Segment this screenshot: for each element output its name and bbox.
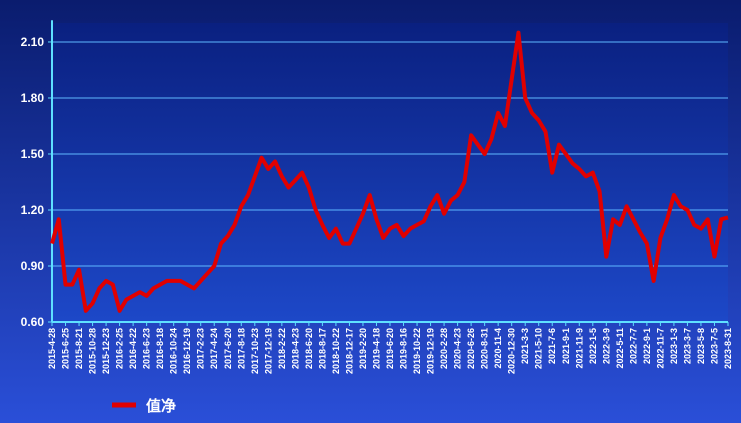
- x-tick-label: 2019-10-22: [412, 328, 422, 374]
- x-tick-label: 2017-12-19: [263, 328, 273, 374]
- y-tick-label: 1.80: [21, 91, 45, 105]
- x-tick-label: 2023-3-7: [682, 328, 692, 364]
- x-tick-label: 2016-8-18: [155, 328, 165, 369]
- x-tick-label: 2023-5-8: [696, 328, 706, 364]
- x-tick-label: 2020-4-23: [453, 328, 463, 369]
- x-tick-label: 2017-6-20: [223, 328, 233, 369]
- x-tick-label: 2019-6-20: [385, 328, 395, 369]
- x-tick-label: 2018-2-22: [277, 328, 287, 369]
- x-tick-label: 2015-10-28: [88, 328, 98, 374]
- y-tick-label: 0.60: [21, 315, 45, 329]
- x-tick-label: 2018-12-17: [344, 328, 354, 374]
- x-tick-label: 2022-9-1: [642, 328, 652, 364]
- x-tick-label: 2023-8-31: [723, 328, 733, 369]
- x-tick-label: 2020-11-4: [493, 328, 503, 369]
- x-tick-label: 2018-10-22: [331, 328, 341, 374]
- x-tick-label: 2018-4-23: [290, 328, 300, 369]
- x-tick-label: 2021-5-10: [534, 328, 544, 369]
- x-tick-label: 2015-12-23: [101, 328, 111, 374]
- x-tick-label: 2017-2-23: [196, 328, 206, 369]
- x-tick-label: 2018-8-17: [317, 328, 327, 369]
- plot-area: [52, 23, 728, 322]
- x-tick-label: 2016-6-23: [142, 328, 152, 369]
- x-tick-label: 2015-4-28: [47, 328, 57, 369]
- x-tick-label: 2016-10-24: [169, 328, 179, 374]
- x-tick-label: 2019-4-18: [371, 328, 381, 369]
- x-tick-label: 2020-2-28: [439, 328, 449, 369]
- x-tick-label: 2021-9-1: [561, 328, 571, 364]
- legend-label: 值净: [146, 397, 176, 415]
- x-tick-label: 2016-2-25: [115, 328, 125, 369]
- x-tick-label: 2022-3-9: [601, 328, 611, 364]
- data-line: [50, 30, 729, 313]
- x-tick-label: 2023-1-3: [669, 328, 679, 364]
- x-tick-label: 2022-7-7: [628, 328, 638, 364]
- y-tick-label: 1.20: [21, 203, 45, 217]
- x-tick-label: 2017-10-23: [250, 328, 260, 374]
- x-tick-label: 2023-7-5: [709, 328, 719, 364]
- y-tick-label: 1.50: [21, 147, 45, 161]
- x-tick-label: 2019-2-20: [358, 328, 368, 369]
- x-tick-label: 2020-8-31: [480, 328, 490, 369]
- x-tick-label: 2016-12-19: [182, 328, 192, 374]
- x-tick-label: 2022-11-7: [655, 328, 665, 369]
- x-tick-label: 2021-3-3: [520, 328, 530, 364]
- x-tick-label: 2021-7-6: [547, 328, 557, 364]
- x-tick-label: 2015-8-21: [74, 328, 84, 369]
- x-tick-label: 2017-8-18: [236, 328, 246, 369]
- x-tick-label: 2019-12-19: [426, 328, 436, 374]
- x-tick-label: 2022-1-5: [588, 328, 598, 364]
- x-tick-label: 2020-12-30: [507, 328, 517, 374]
- x-tick-label: 2016-4-22: [128, 328, 138, 369]
- x-tick-label: 2015-6-25: [61, 328, 71, 369]
- x-tick-label: 2018-6-20: [304, 328, 314, 369]
- y-tick-label: 0.90: [21, 259, 45, 273]
- x-tick-label: 2019-8-16: [399, 328, 409, 369]
- x-tick-label: 2022-5-11: [615, 328, 625, 369]
- x-tick-label: 2020-6-26: [466, 328, 476, 369]
- y-tick-label: 2.10: [21, 35, 45, 49]
- x-tick-label: 2021-11-9: [574, 328, 584, 369]
- x-tick-label: 2017-4-24: [209, 328, 219, 369]
